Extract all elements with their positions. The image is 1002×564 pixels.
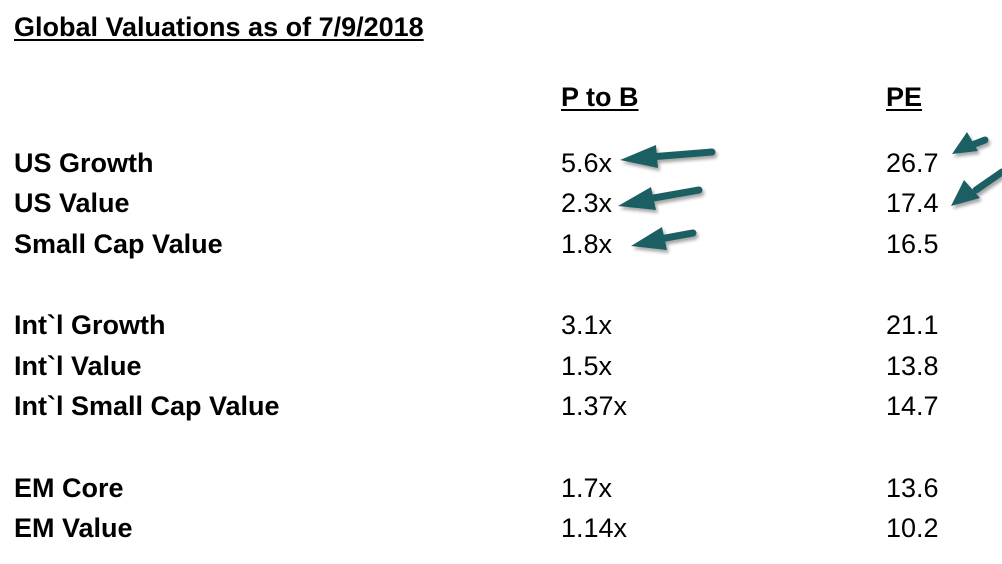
row-label: Int`l Small Cap Value xyxy=(14,391,280,421)
row-label: US Value xyxy=(14,188,130,218)
row-label: Int`l Value xyxy=(14,351,142,381)
table-row: US Growth 5.6x 26.7 xyxy=(0,148,1002,182)
table-row: Small Cap Value 1.8x 16.5 xyxy=(0,229,1002,263)
table-row: Int`l Value 1.5x 13.8 xyxy=(0,351,1002,385)
pe-value: 13.8 xyxy=(886,351,939,381)
pe-value: 26.7 xyxy=(886,148,939,178)
pe-value: 17.4 xyxy=(886,188,939,218)
pe-value: 14.7 xyxy=(886,391,939,421)
table-row: EM Core 1.7x 13.6 xyxy=(0,473,1002,507)
row-label: EM Value xyxy=(14,513,133,543)
table-row: Int`l Small Cap Value 1.37x 14.7 xyxy=(0,391,1002,425)
p-to-b-value: 1.8x xyxy=(561,229,613,259)
p-to-b-value: 1.7x xyxy=(561,473,613,503)
column-header-p-to-b: P to B xyxy=(561,82,639,112)
p-to-b-value: 1.37x xyxy=(561,391,628,421)
pe-value: 10.2 xyxy=(886,513,939,543)
p-to-b-value: 2.3x xyxy=(561,188,613,218)
table-row: US Value 2.3x 17.4 xyxy=(0,188,1002,222)
p-to-b-value: 5.6x xyxy=(561,148,613,178)
table-row: EM Value 1.14x 10.2 xyxy=(0,513,1002,547)
row-label: US Growth xyxy=(14,148,154,178)
p-to-b-value: 3.1x xyxy=(561,310,613,340)
pe-value: 16.5 xyxy=(886,229,939,259)
p-to-b-value: 1.5x xyxy=(561,351,613,381)
table-row: Int`l Growth 3.1x 21.1 xyxy=(0,310,1002,344)
row-label: Small Cap Value xyxy=(14,229,223,259)
pe-value: 13.6 xyxy=(886,473,939,503)
row-label: EM Core xyxy=(14,473,124,503)
pe-value: 21.1 xyxy=(886,310,939,340)
row-label: Int`l Growth xyxy=(14,310,166,340)
p-to-b-value: 1.14x xyxy=(561,513,628,543)
page-title: Global Valuations as of 7/9/2018 xyxy=(14,12,424,42)
column-header-pe: PE xyxy=(886,82,923,112)
